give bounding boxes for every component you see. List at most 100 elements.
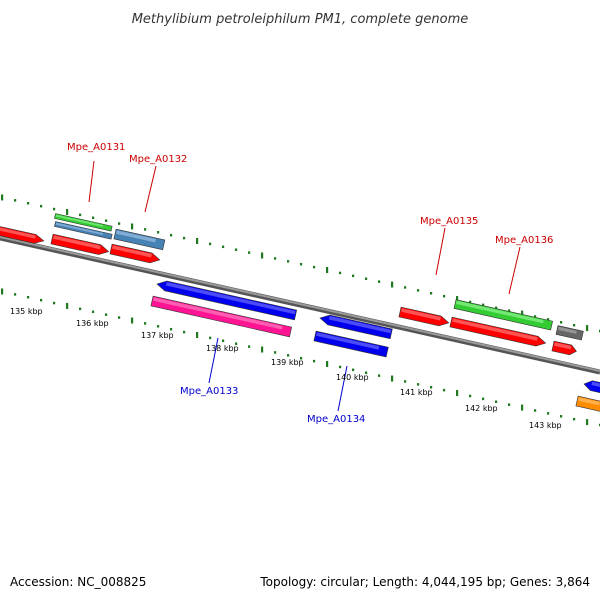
upper-tick — [248, 251, 251, 254]
upper-tick — [560, 321, 563, 324]
upper-tick — [92, 216, 95, 220]
gene-orange-edge — [575, 395, 600, 413]
scale-label-139: 139 kbp — [271, 358, 304, 367]
gene-blue-a — [156, 280, 298, 321]
lower-tick — [521, 404, 524, 411]
gene-red-b — [109, 243, 161, 264]
upper-tick — [352, 274, 355, 278]
lower-tick — [352, 368, 355, 372]
lower-tick — [313, 359, 316, 363]
lower-tick — [339, 365, 342, 369]
upper-tick — [14, 199, 17, 202]
lower-tick — [14, 293, 17, 296]
upper-tick — [53, 207, 56, 211]
upper-tick — [339, 271, 342, 275]
upper-tick — [378, 280, 381, 283]
upper-tick — [27, 202, 30, 205]
lower-tick — [287, 354, 290, 357]
upper-tick — [105, 219, 108, 222]
lower-tick — [508, 403, 511, 406]
scale-label-142: 142 kbp — [465, 404, 498, 413]
upper-tick — [79, 213, 82, 217]
gene-mpe-a0131-green — [54, 213, 113, 232]
upper-tick — [456, 296, 459, 303]
upper-tick — [443, 294, 446, 298]
scale-label-137: 137 kbp — [141, 331, 174, 340]
gene-red-c — [398, 306, 450, 327]
upper-tick — [274, 257, 277, 260]
lower-tick — [66, 302, 69, 309]
accession-text: Accession: NC_008825 — [10, 575, 146, 589]
lower-tick — [183, 330, 186, 334]
gene-features — [0, 213, 600, 413]
lower-tick — [274, 351, 277, 354]
gene-label-mpe-a0133: Mpe_A0133 — [180, 386, 238, 397]
lower-tick — [144, 322, 147, 325]
scale-label-140: 140 kbp — [336, 373, 369, 382]
upper-tick — [508, 309, 511, 312]
leader-mpe-a0134 — [337, 365, 348, 412]
lower-tick — [469, 394, 472, 398]
lower-tick — [456, 390, 459, 397]
lower-tick — [404, 380, 407, 383]
gene-blue-c — [313, 330, 389, 358]
upper-tick — [66, 208, 69, 215]
lower-tick — [326, 361, 329, 368]
lower-tick — [53, 301, 56, 305]
lower-tick — [131, 317, 134, 324]
genome-backbone — [0, 235, 600, 375]
leader-mpe-a0131 — [88, 160, 95, 203]
scale-label-143: 143 kbp — [529, 421, 562, 430]
upper-tick — [469, 300, 472, 304]
lower-tick — [235, 342, 238, 345]
gene-red-e — [551, 340, 577, 356]
lower-tick — [261, 346, 264, 353]
lower-tick — [105, 313, 108, 316]
gene-label-mpe-a0135: Mpe_A0135 — [420, 216, 478, 227]
upper-tick — [157, 231, 160, 234]
lower-tick — [27, 296, 30, 299]
lower-tick — [573, 417, 576, 421]
upper-tick — [300, 262, 303, 266]
upper-tick — [196, 237, 199, 244]
gene-red-d — [449, 316, 547, 347]
upper-tick — [287, 260, 290, 263]
upper-tick — [170, 233, 173, 237]
upper-tick — [235, 248, 238, 251]
lower-tick — [40, 298, 43, 302]
upper-tick — [482, 303, 485, 307]
gene-blue-edge — [583, 380, 600, 396]
lower-tick — [417, 383, 420, 386]
lower-tick — [170, 327, 173, 331]
leader-mpe-a0132 — [144, 165, 157, 213]
lower-tick — [79, 307, 82, 311]
gene-label-mpe-a0132: Mpe_A0132 — [129, 154, 187, 165]
upper-tick — [209, 242, 212, 246]
lower-tick — [378, 374, 381, 377]
upper-tick — [430, 292, 433, 295]
lower-tick — [196, 331, 199, 338]
map-title: Methylibium petroleiphilum PM1, complete… — [132, 12, 469, 27]
upper-tick — [417, 289, 420, 292]
lower-tick — [1, 288, 4, 295]
gene-label-mpe-a0131: Mpe_A0131 — [67, 142, 125, 153]
gene-red-left-edge — [0, 225, 45, 244]
lower-tick — [443, 388, 446, 392]
scale-label-138: 138 kbp — [206, 344, 239, 353]
gene-pink — [150, 295, 293, 338]
lower-tick — [118, 316, 121, 319]
upper-tick — [586, 325, 589, 332]
leader-mpe-a0133 — [208, 337, 219, 384]
lower-tick — [560, 415, 563, 418]
lower-tick — [547, 412, 550, 415]
lower-tick — [248, 345, 251, 348]
genome-summary-text: Topology: circular; Length: 4,044,195 bp… — [259, 575, 590, 589]
upper-tick — [495, 306, 498, 310]
upper-tick — [183, 236, 186, 240]
lower-tick — [222, 339, 225, 343]
upper-tick — [326, 267, 329, 274]
lower-tick — [534, 409, 537, 412]
upper-tick — [404, 286, 407, 289]
lower-tick — [391, 375, 394, 382]
